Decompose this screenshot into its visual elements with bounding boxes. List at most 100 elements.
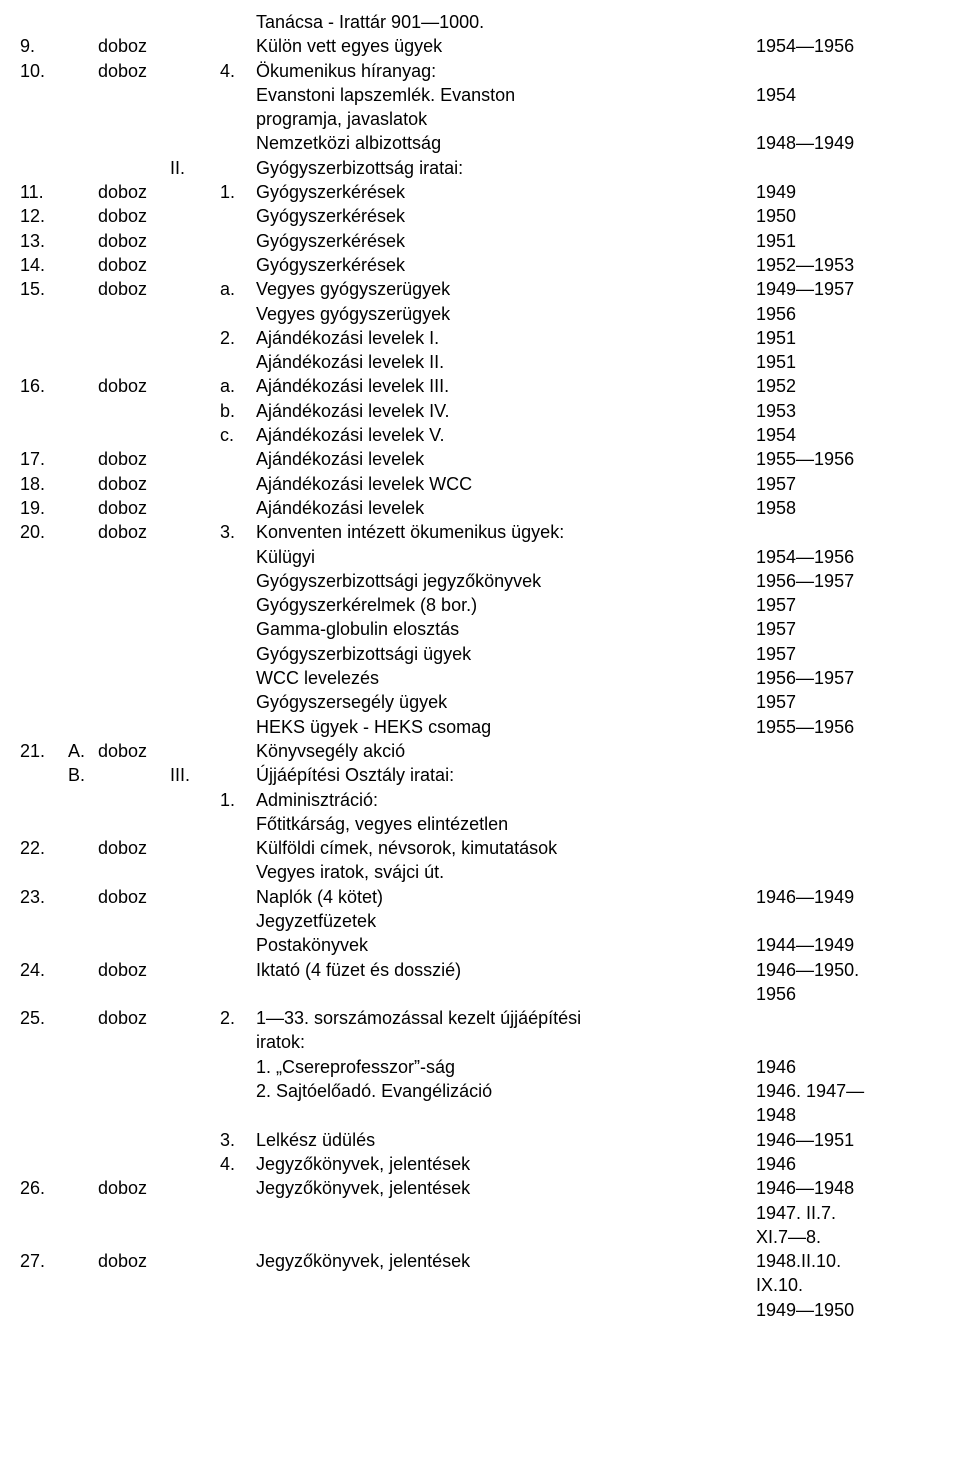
date-range: 1954—1956 [756, 545, 940, 569]
unit-label: doboz [98, 204, 170, 228]
date-range: 1958 [756, 496, 940, 520]
date-range: 1946—1948 [756, 1176, 940, 1200]
document-page: Tanácsa - Irattár 901—1000.9.dobozKülön … [0, 0, 960, 1342]
date-range: 1950 [756, 204, 940, 228]
description-text: Ökumenikus híranyag: [256, 59, 756, 83]
date-range: 1955—1956 [756, 447, 940, 471]
row-number: 24. [20, 958, 68, 982]
unit-label: doboz [98, 253, 170, 277]
row-number: 12. [20, 204, 68, 228]
date-range: 1957 [756, 690, 940, 714]
table-row: Gyógyszerbizottsági jegyzőkönyvek1956—19… [20, 569, 940, 593]
description-text: Ajándékozási levelek II. [256, 350, 756, 374]
row-number: 26. [20, 1176, 68, 1200]
table-row: Nemzetközi albizottság1948—1949 [20, 131, 940, 155]
description-text: WCC levelezés [256, 666, 756, 690]
description-text: Iktató (4 füzet és dosszié) [256, 958, 756, 982]
table-row: 1947. II.7. [20, 1201, 940, 1225]
description-text: 1—33. sorszámozással kezelt újjáépítési [256, 1006, 756, 1030]
description-text: Gyógyszerkérések [256, 180, 756, 204]
description-text: Ajándékozási levelek V. [256, 423, 756, 447]
description-text: Könyvsegély akció [256, 739, 756, 763]
description-text: Jegyzőkönyvek, jelentések [256, 1249, 756, 1273]
date-range: 1948—1949 [756, 131, 940, 155]
sub-number: 1. [220, 180, 256, 204]
sub-number: c. [220, 423, 256, 447]
table-row: iratok: [20, 1030, 940, 1054]
date-range: 1949—1957 [756, 277, 940, 301]
table-row: 4.Jegyzőkönyvek, jelentések1946 [20, 1152, 940, 1176]
table-row: Jegyzetfüzetek [20, 909, 940, 933]
description-text: Ajándékozási levelek IV. [256, 399, 756, 423]
unit-label: doboz [98, 447, 170, 471]
row-letter: B. [68, 763, 98, 787]
row-number: 14. [20, 253, 68, 277]
table-row: 15.doboza.Vegyes gyógyszerügyek1949—1957 [20, 277, 940, 301]
description-text: Ajándékozási levelek I. [256, 326, 756, 350]
description-text: iratok: [256, 1030, 756, 1054]
sub-number: 1. [220, 788, 256, 812]
date-range: 1954—1956 [756, 34, 940, 58]
description-text: Gamma-globulin elosztás [256, 617, 756, 641]
description-text: Ajándékozási levelek [256, 447, 756, 471]
description-text: Naplók (4 kötet) [256, 885, 756, 909]
table-row: IX.10. [20, 1273, 940, 1297]
description-text: Jegyzőkönyvek, jelentések [256, 1152, 756, 1176]
date-range: XI.7—8. [756, 1225, 940, 1249]
description-text: Evanstoni lapszemlék. Evanston [256, 83, 756, 107]
description-text: Vegyes gyógyszerügyek [256, 302, 756, 326]
description-text: Gyógyszerbizottsági jegyzőkönyvek [256, 569, 756, 593]
description-text: Külföldi címek, névsorok, kimutatások [256, 836, 756, 860]
date-range: 1946 [756, 1152, 940, 1176]
date-range: 1954 [756, 423, 940, 447]
row-number: 19. [20, 496, 68, 520]
unit-label: doboz [98, 520, 170, 544]
description-text: Gyógyszersegély ügyek [256, 690, 756, 714]
row-number: 11. [20, 180, 68, 204]
sub-number: 2. [220, 1006, 256, 1030]
row-number: 18. [20, 472, 68, 496]
table-row: Főtitkárság, vegyes elintézetlen [20, 812, 940, 836]
table-row: 20.doboz3.Konventen intézett ökumenikus … [20, 520, 940, 544]
description-text: Gyógyszerkérések [256, 229, 756, 253]
table-row: 13.dobozGyógyszerkérések1951 [20, 229, 940, 253]
table-row: Tanácsa - Irattár 901—1000. [20, 10, 940, 34]
roman-label: III. [170, 763, 220, 787]
description-text: Gyógyszerbizottsági ügyek [256, 642, 756, 666]
table-row: 16.doboza.Ajándékozási levelek III.1952 [20, 374, 940, 398]
unit-label: doboz [98, 277, 170, 301]
description-text: Postakönyvek [256, 933, 756, 957]
description-text: Vegyes gyógyszerügyek [256, 277, 756, 301]
description-text: Főtitkárság, vegyes elintézetlen [256, 812, 756, 836]
description-text: Újjáépítési Osztály iratai: [256, 763, 756, 787]
sub-number: a. [220, 374, 256, 398]
description-text: programja, javaslatok [256, 107, 756, 131]
date-range: 1951 [756, 350, 940, 374]
row-number: 22. [20, 836, 68, 860]
table-row: Gamma-globulin elosztás1957 [20, 617, 940, 641]
date-range: 1948 [756, 1103, 940, 1127]
description-text: Külön vett egyes ügyek [256, 34, 756, 58]
table-row: Vegyes gyógyszerügyek1956 [20, 302, 940, 326]
unit-label: doboz [98, 59, 170, 83]
description-text: Tanácsa - Irattár 901—1000. [256, 10, 756, 34]
unit-label: doboz [98, 180, 170, 204]
description-text: Gyógyszerkérelmek (8 bor.) [256, 593, 756, 617]
date-range: 1952 [756, 374, 940, 398]
sub-number: 4. [220, 1152, 256, 1176]
row-number: 15. [20, 277, 68, 301]
date-range: IX.10. [756, 1273, 940, 1297]
table-row: 10.doboz4.Ökumenikus híranyag: [20, 59, 940, 83]
date-range: 1946—1950. [756, 958, 940, 982]
description-text: Ajándékozási levelek [256, 496, 756, 520]
unit-label: doboz [98, 374, 170, 398]
description-text: Nemzetközi albizottság [256, 131, 756, 155]
table-row: WCC levelezés1956—1957 [20, 666, 940, 690]
table-row: 1.Adminisztráció: [20, 788, 940, 812]
date-range: 1946—1951 [756, 1128, 940, 1152]
date-range: 1957 [756, 593, 940, 617]
description-text: Jegyzetfüzetek [256, 909, 756, 933]
description-text: Gyógyszerkérések [256, 204, 756, 228]
unit-label: doboz [98, 836, 170, 860]
date-range: 1946—1949 [756, 885, 940, 909]
